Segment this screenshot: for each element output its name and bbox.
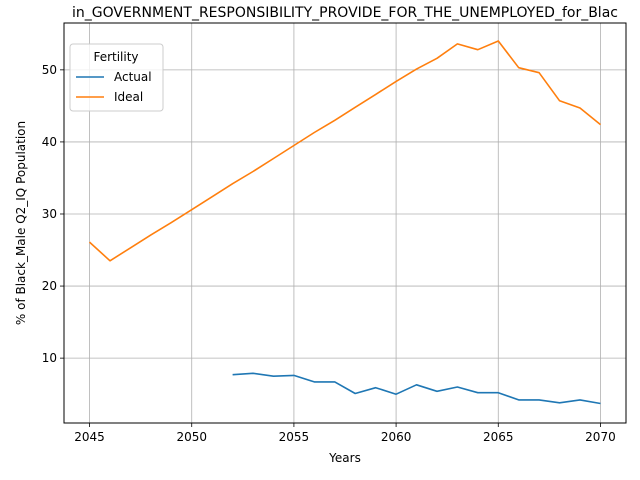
data-point-ideal (456, 42, 459, 45)
y-tick-label: 40 (42, 135, 57, 149)
series-line-actual (232, 372, 601, 405)
data-point-ideal (231, 182, 234, 185)
data-point-actual (415, 383, 418, 386)
y-tick-label: 30 (42, 207, 57, 221)
x-axis-label: Years (328, 451, 361, 465)
chart-title: in_GOVERNMENT_RESPONSIBILITY_PROVIDE_FOR… (72, 5, 618, 21)
data-point-actual (313, 380, 316, 383)
legend-label-ideal: Ideal (114, 90, 143, 104)
data-point-ideal (394, 80, 397, 83)
data-point-actual (374, 386, 377, 389)
data-point-actual (456, 385, 459, 388)
data-point-actual (578, 398, 581, 401)
data-point-ideal (251, 170, 254, 173)
data-point-ideal (354, 106, 357, 109)
data-point-ideal (476, 48, 479, 51)
data-point-actual (251, 372, 254, 375)
x-tick-label: 2060 (381, 430, 412, 444)
data-point-ideal (88, 240, 91, 243)
data-point-ideal (578, 106, 581, 109)
x-tick-label: 2070 (585, 430, 616, 444)
y-axis-label: % of Black_Male Q2_IQ Population (14, 121, 28, 325)
data-point-ideal (313, 131, 316, 134)
data-point-ideal (292, 144, 295, 147)
data-point-actual (538, 398, 541, 401)
data-point-actual (599, 402, 602, 405)
data-point-ideal (211, 195, 214, 198)
data-point-actual (354, 392, 357, 395)
data-point-actual (272, 375, 275, 378)
data-point-ideal (497, 39, 500, 42)
x-tick-label: 2050 (176, 430, 207, 444)
y-tick-label: 50 (42, 63, 57, 77)
y-tick-label: 10 (42, 351, 57, 365)
data-point-actual (558, 401, 561, 404)
legend-label-actual: Actual (114, 70, 152, 84)
data-point-ideal (599, 123, 602, 126)
data-point-ideal (435, 57, 438, 60)
legend: Fertility Actual Ideal (69, 43, 164, 112)
y-tick-label: 20 (42, 279, 57, 293)
legend-entries: Actual Ideal (76, 70, 152, 104)
data-point-ideal (415, 68, 418, 71)
data-point-ideal (149, 233, 152, 236)
data-point-ideal (333, 119, 336, 122)
y-axis-ticks: 10 20 30 40 50 (42, 63, 64, 365)
data-point-actual (497, 391, 500, 394)
series-layer (88, 39, 602, 405)
data-point-actual (476, 391, 479, 394)
legend-frame (69, 43, 164, 112)
data-point-ideal (538, 71, 541, 74)
x-tick-label: 2065 (483, 430, 514, 444)
x-tick-label: 2055 (279, 430, 310, 444)
series-line-ideal (88, 40, 602, 262)
data-point-actual (333, 380, 336, 383)
plot-frame (63, 22, 627, 424)
data-point-ideal (517, 66, 520, 69)
data-point-actual (231, 373, 234, 376)
data-point-actual (292, 374, 295, 377)
grid (64, 23, 626, 423)
x-axis-ticks: 2045 2050 2055 2060 2065 2070 (74, 423, 616, 444)
x-tick-label: 2045 (74, 430, 105, 444)
data-point-ideal (170, 221, 173, 224)
data-point-ideal (190, 208, 193, 211)
data-point-ideal (374, 93, 377, 96)
data-point-actual (394, 393, 397, 396)
data-point-ideal (129, 246, 132, 249)
data-point-ideal (108, 259, 111, 262)
data-point-ideal (272, 157, 275, 160)
data-point-actual (435, 390, 438, 393)
data-point-ideal (558, 99, 561, 102)
legend-title: Fertility (93, 50, 138, 64)
data-point-actual (517, 398, 520, 401)
